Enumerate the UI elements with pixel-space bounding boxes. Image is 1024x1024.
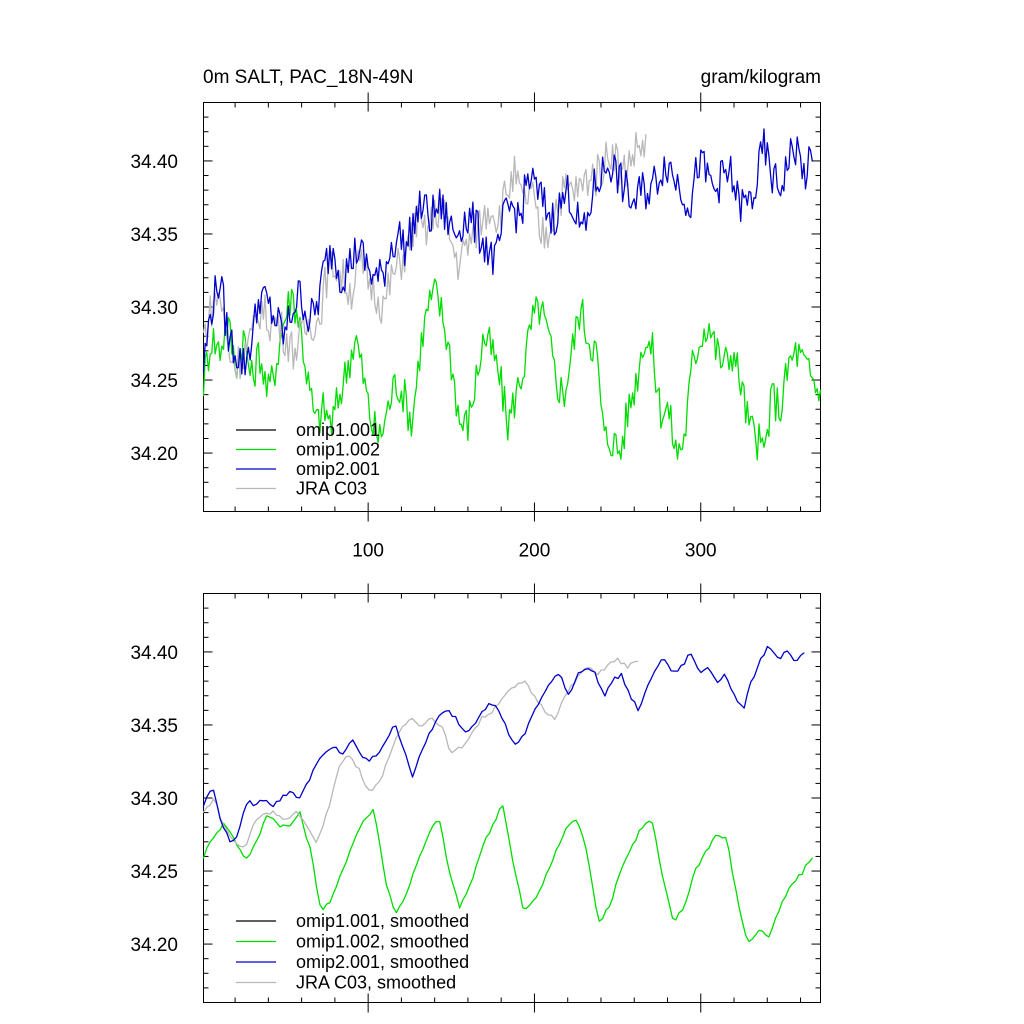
bottom-panel: 34.20 34.25 34.30 34.35 34.40 omip1.001, smo… <box>130 583 821 1013</box>
legend-label: omip2.001, smoothed <box>296 952 469 972</box>
top-panel: 0m SALT, PAC_18N-49N gram/kilogram 34.20… <box>130 67 822 562</box>
units-label: gram/kilogram <box>701 67 821 88</box>
top-y-tick-labels: 34.20 34.25 34.30 34.35 34.40 <box>130 152 178 465</box>
bottom-axis-ticks <box>203 583 821 1013</box>
top-x-tick-labels: 100 200 300 <box>352 541 716 562</box>
x-tick-label: 200 <box>519 541 551 562</box>
y-tick-label: 34.25 <box>130 371 178 392</box>
series-line-jra-c03 <box>202 131 647 380</box>
series-line-omip1-002 <box>202 278 822 461</box>
legend-label: omip1.001, smoothed <box>296 911 469 931</box>
top-axis-ticks <box>203 92 821 522</box>
x-tick-label: 100 <box>352 541 384 562</box>
legend-label: JRA C03 <box>296 479 367 499</box>
bottom-y-tick-labels: 34.20 34.25 34.30 34.35 34.40 <box>130 643 178 956</box>
y-tick-label: 34.30 <box>130 789 178 810</box>
series-line-omip2-001-smoothed <box>202 645 805 843</box>
top-series-lines <box>202 128 822 461</box>
legend-label: omip1.002 <box>296 440 380 460</box>
legend-label: omip1.002, smoothed <box>296 932 469 952</box>
y-tick-label: 34.20 <box>130 444 178 465</box>
x-tick-label: 300 <box>685 541 717 562</box>
y-tick-label: 34.40 <box>130 152 178 173</box>
y-tick-label: 34.40 <box>130 643 178 664</box>
series-line-jra-c03-smoothed <box>202 657 639 848</box>
y-tick-label: 34.35 <box>130 225 178 246</box>
series-line-omip1-002-smoothed <box>202 805 813 943</box>
series-line-omip2-001 <box>202 128 813 376</box>
panel-title: 0m SALT, PAC_18N-49N <box>203 67 414 88</box>
legend-label: omip1.001 <box>296 420 380 440</box>
y-tick-label: 34.30 <box>130 298 178 319</box>
bottom-series-lines <box>202 645 813 943</box>
y-tick-label: 34.25 <box>130 862 178 883</box>
y-tick-label: 34.20 <box>130 935 178 956</box>
legend-label: omip2.001 <box>296 459 380 479</box>
legend-label: JRA C03, smoothed <box>296 973 456 993</box>
y-tick-label: 34.35 <box>130 716 178 737</box>
